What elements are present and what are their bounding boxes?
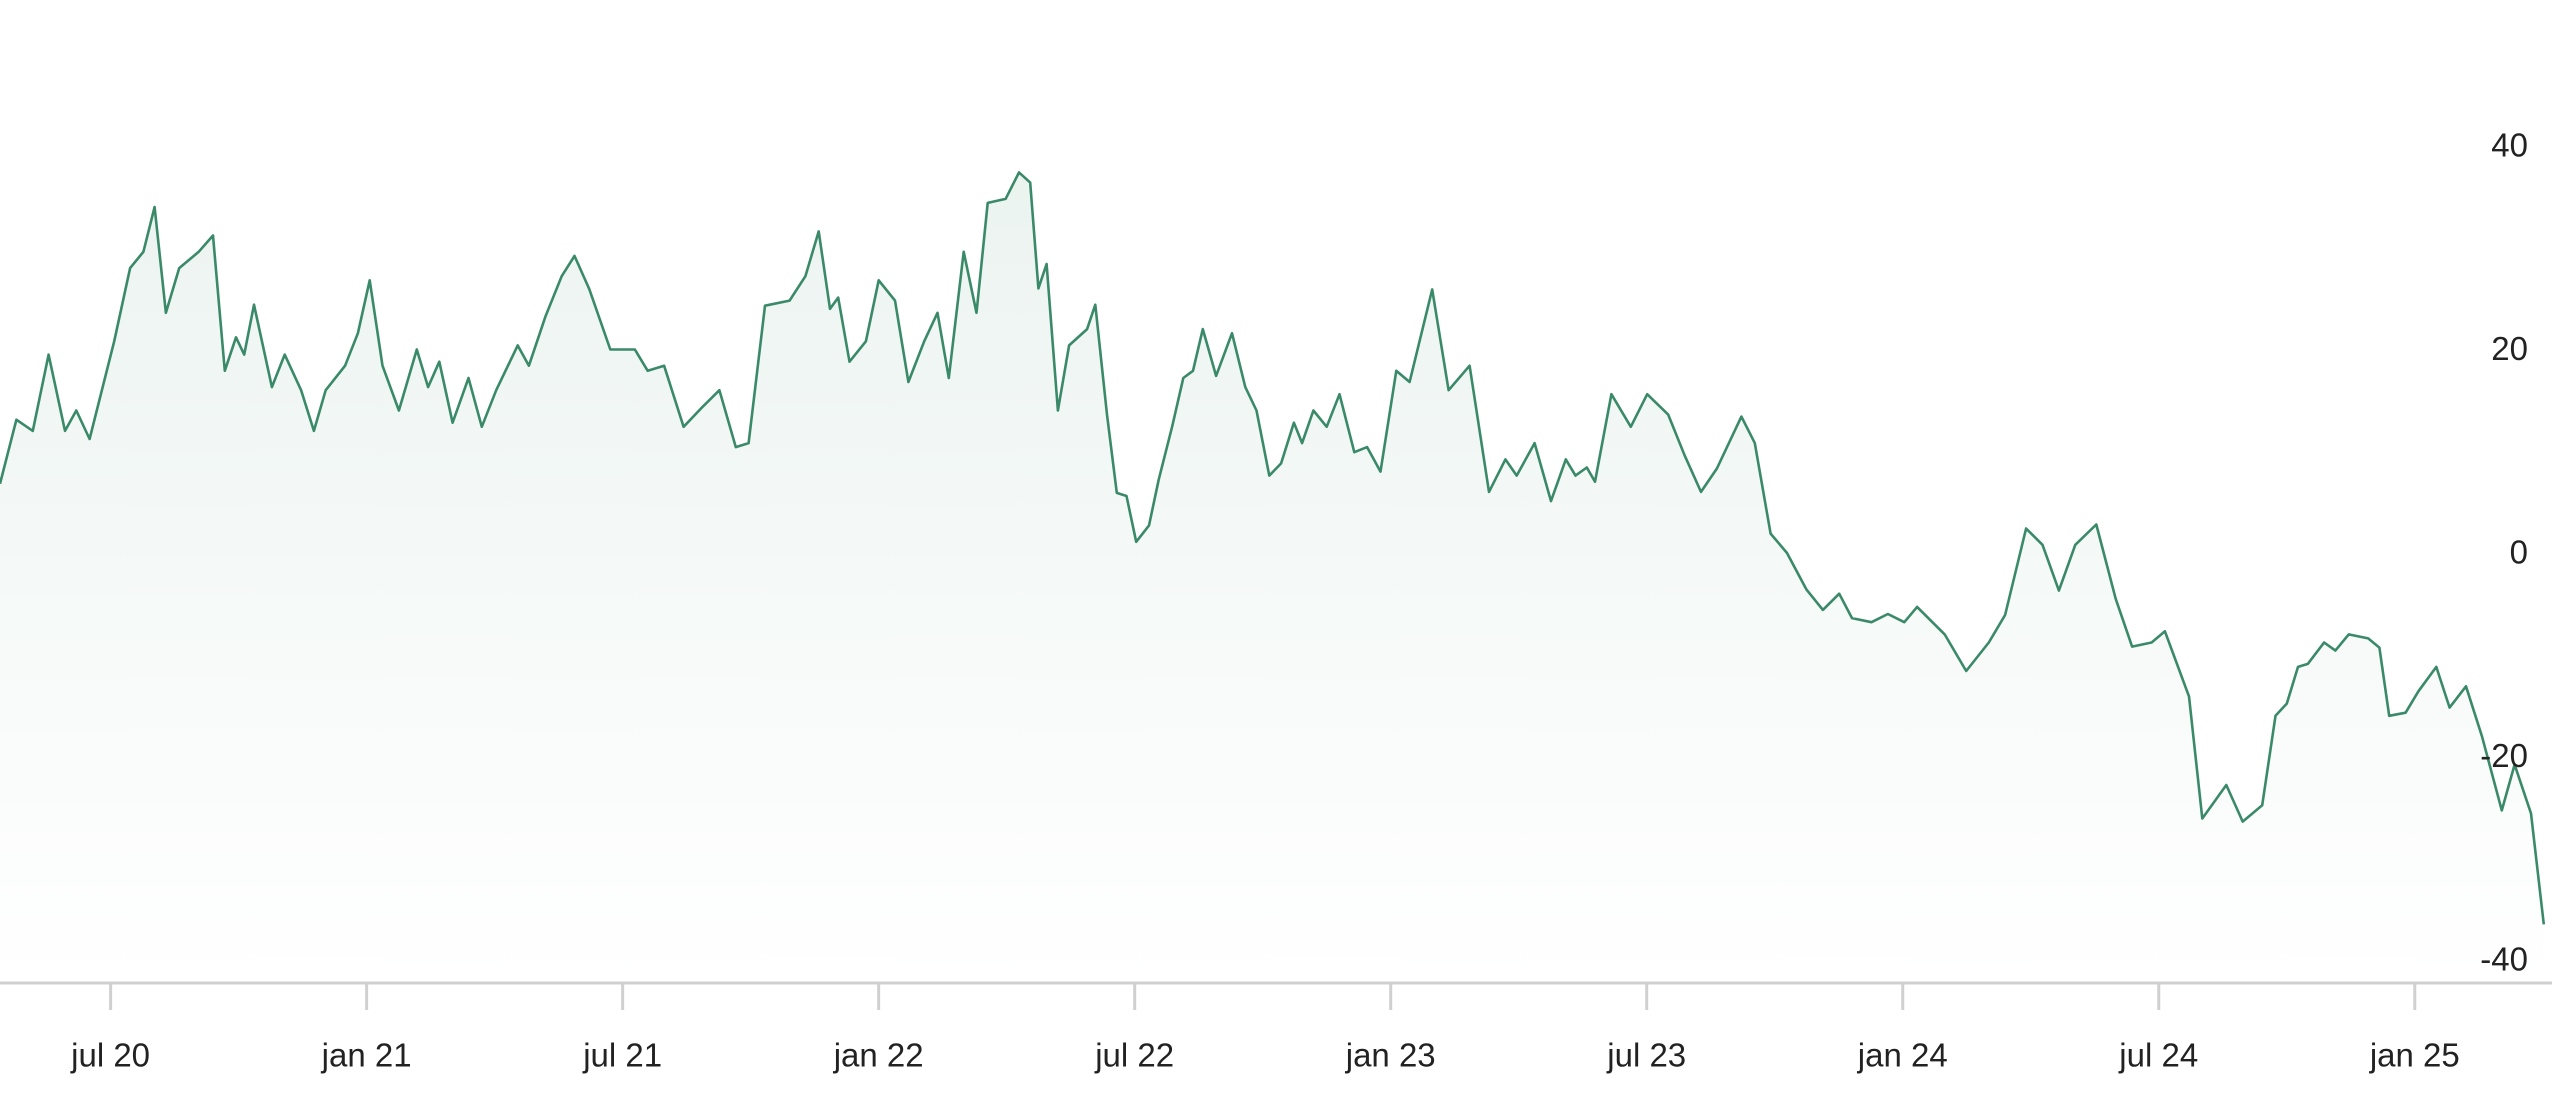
x-tick-label: jan 24 — [1857, 1037, 1948, 1074]
x-tick-label: jul 21 — [582, 1037, 662, 1074]
area — [0, 172, 2544, 983]
x-tick-label: jul 22 — [1094, 1037, 1174, 1074]
x-tick-label: jul 20 — [70, 1037, 150, 1074]
x-tick-label: jan 21 — [321, 1037, 412, 1074]
y-tick-label: -40 — [2480, 941, 2528, 978]
x-tick-label: jan 23 — [1345, 1037, 1436, 1074]
y-tick-label: 20 — [2491, 330, 2528, 367]
x-tick-label: jan 25 — [2369, 1037, 2460, 1074]
y-tick-label: 0 — [2510, 534, 2528, 571]
y-tick-label: 40 — [2491, 127, 2528, 164]
x-tick-label: jul 23 — [1606, 1037, 1686, 1074]
y-tick-label: -20 — [2480, 737, 2528, 774]
x-tick-label: jul 24 — [2118, 1037, 2198, 1074]
x-tick-label: jan 22 — [833, 1037, 924, 1074]
line — [0, 171, 2546, 925]
